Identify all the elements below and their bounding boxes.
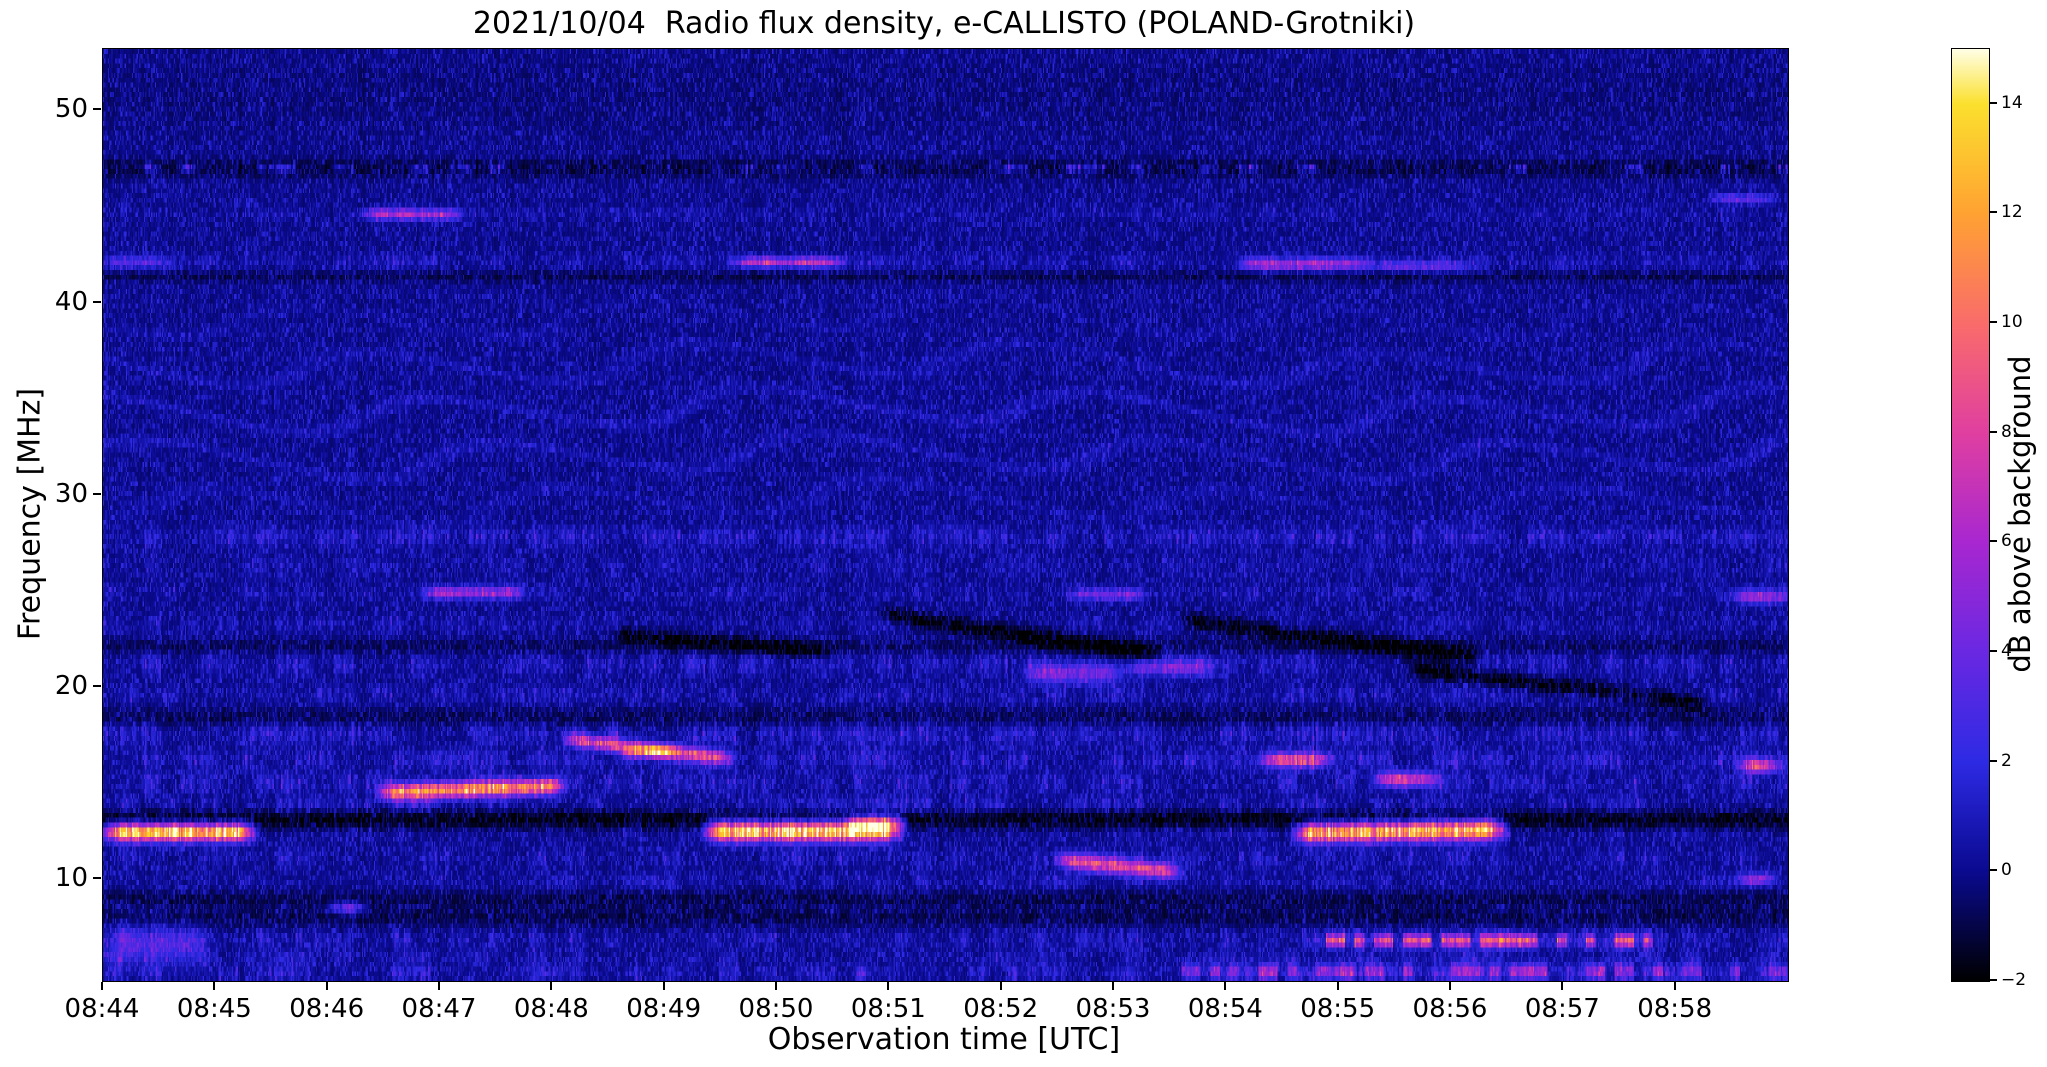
colorbar-gradient bbox=[1952, 49, 1989, 981]
colorbar-tick-mark bbox=[1990, 540, 1997, 543]
x-axis-label: Observation time [UTC] bbox=[767, 1022, 1121, 1057]
colorbar-tick-mark bbox=[1990, 101, 1997, 104]
x-tick-label: 08:45 bbox=[176, 994, 252, 1024]
x-tick-label: 08:48 bbox=[513, 994, 589, 1024]
x-tick-label: 08:57 bbox=[1524, 994, 1600, 1024]
colorbar-tick-label: 12 bbox=[2001, 202, 2023, 223]
y-tick-mark bbox=[93, 108, 101, 111]
colorbar-tick-label: 4 bbox=[2001, 641, 2012, 662]
y-tick-label: 30 bbox=[54, 478, 88, 509]
colorbar-label: dB above background bbox=[2003, 355, 2037, 673]
x-tick-label: 08:47 bbox=[401, 994, 477, 1024]
colorbar-tick-mark bbox=[1990, 650, 1997, 653]
colorbar-tick-label: 6 bbox=[2001, 531, 2012, 552]
colorbar-tick-label: 8 bbox=[2001, 421, 2012, 442]
x-tick-label: 08:56 bbox=[1412, 994, 1488, 1024]
x-tick-mark bbox=[1673, 982, 1676, 990]
x-tick-mark bbox=[438, 982, 440, 990]
y-tick-label: 20 bbox=[54, 670, 88, 701]
colorbar-tick-label: 14 bbox=[2001, 92, 2023, 113]
x-tick-mark bbox=[550, 982, 553, 990]
spectrogram-canvas bbox=[103, 49, 1788, 981]
x-tick-mark bbox=[101, 982, 103, 990]
x-tick-mark bbox=[213, 982, 216, 990]
x-tick-label: 08:49 bbox=[626, 994, 702, 1024]
y-axis-label: Frequency [MHz] bbox=[12, 387, 48, 641]
colorbar-tick-label: −2 bbox=[2001, 970, 2027, 990]
chart-title: 2021/10/04 Radio flux density, e-CALLIST… bbox=[472, 6, 1416, 41]
y-tick-mark bbox=[93, 492, 101, 495]
x-tick-mark bbox=[1336, 982, 1339, 990]
x-tick-label: 08:51 bbox=[850, 994, 926, 1024]
plot-area bbox=[102, 48, 1789, 982]
x-tick-label: 08:53 bbox=[1075, 994, 1151, 1024]
x-tick-mark bbox=[1112, 982, 1114, 990]
colorbar-tick-label: 2 bbox=[2001, 750, 2012, 771]
colorbar-tick-mark bbox=[1990, 869, 1997, 872]
colorbar-tick-mark bbox=[1990, 979, 1997, 981]
colorbar-tick-mark bbox=[1990, 211, 1997, 214]
x-tick-label: 08:44 bbox=[64, 994, 140, 1024]
x-tick-label: 08:55 bbox=[1300, 994, 1376, 1024]
x-tick-mark bbox=[775, 982, 777, 990]
x-tick-label: 08:50 bbox=[738, 994, 814, 1024]
y-tick-mark bbox=[93, 300, 101, 303]
colorbar bbox=[1951, 48, 1990, 982]
x-tick-mark bbox=[1449, 982, 1451, 990]
x-tick-mark bbox=[887, 982, 890, 990]
x-tick-mark bbox=[999, 982, 1002, 990]
colorbar-tick-label: 0 bbox=[2001, 860, 2012, 881]
x-tick-label: 08:54 bbox=[1187, 994, 1263, 1024]
x-tick-mark bbox=[325, 982, 328, 990]
x-tick-mark bbox=[662, 982, 665, 990]
colorbar-tick-mark bbox=[1990, 321, 1997, 324]
y-tick-label: 40 bbox=[54, 286, 88, 317]
x-tick-label: 08:58 bbox=[1637, 994, 1713, 1024]
x-tick-mark bbox=[1561, 982, 1564, 990]
y-tick-mark bbox=[93, 684, 101, 687]
colorbar-tick-mark bbox=[1990, 759, 1997, 762]
x-tick-label: 08:46 bbox=[289, 994, 365, 1024]
x-tick-mark bbox=[1224, 982, 1227, 990]
y-tick-label: 10 bbox=[54, 863, 88, 894]
y-tick-mark bbox=[93, 877, 101, 880]
colorbar-tick-label: 10 bbox=[2001, 312, 2023, 333]
colorbar-tick-mark bbox=[1990, 430, 1997, 433]
x-tick-label: 08:52 bbox=[963, 994, 1039, 1024]
y-tick-label: 50 bbox=[54, 94, 88, 125]
